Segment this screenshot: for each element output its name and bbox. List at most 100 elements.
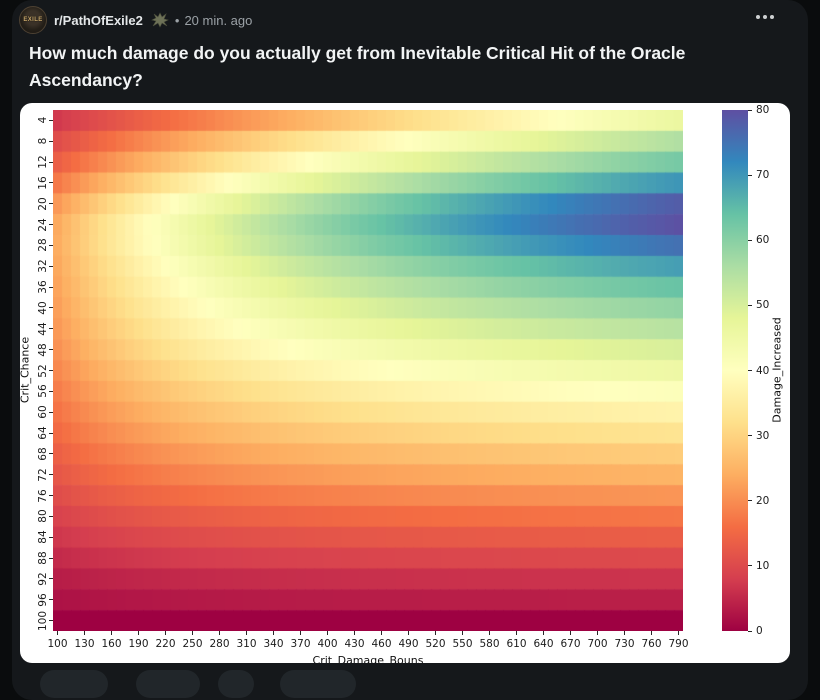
action-pill-vote[interactable] — [40, 670, 108, 698]
subreddit-avatar[interactable]: EXILE — [19, 6, 47, 34]
meta-separator: • — [174, 12, 180, 28]
x-tick-label: 580 — [479, 638, 500, 650]
y-tick — [49, 515, 53, 517]
x-tick — [300, 631, 301, 635]
x-tick-label: 400 — [317, 638, 338, 650]
y-tick-label: 24 — [37, 217, 49, 232]
x-tick-label: 790 — [668, 638, 689, 650]
colorbar-tick — [748, 239, 752, 241]
y-tick-label: 4 — [37, 117, 49, 124]
x-tick-label: 100 — [47, 638, 68, 650]
y-tick — [49, 453, 53, 455]
x-tick — [381, 631, 382, 635]
y-tick-label: 52 — [37, 363, 49, 378]
y-tick-label: 20 — [37, 197, 49, 211]
colorbar-tick-label: 0 — [756, 625, 763, 637]
y-tick-label: 88 — [37, 551, 49, 565]
y-tick — [49, 536, 53, 538]
y-tick-label: 56 — [37, 384, 49, 399]
y-tick — [49, 495, 53, 497]
y-tick-label: 48 — [37, 342, 49, 357]
x-tick-label: 460 — [371, 638, 392, 650]
colorbar-tick-label: 50 — [756, 299, 770, 312]
colorbar-tick — [748, 435, 752, 437]
colorbar — [722, 110, 748, 631]
x-tick-label: 640 — [533, 638, 554, 650]
colorbar-tick — [748, 500, 752, 502]
y-tick — [49, 244, 53, 246]
x-axis-label: Crit_Damage_Bouns — [312, 654, 424, 663]
x-tick-label: 700 — [587, 638, 608, 650]
action-pill-share[interactable] — [280, 670, 356, 698]
colorbar-tick — [748, 565, 752, 567]
y-tick — [49, 203, 53, 205]
x-tick — [219, 631, 220, 635]
x-tick — [138, 631, 139, 635]
overflow-menu-icon[interactable] — [756, 15, 774, 19]
heatmap-canvas — [53, 110, 683, 631]
x-tick-label: 220 — [155, 638, 176, 650]
post-title[interactable]: How much damage do you actually get from… — [29, 43, 686, 90]
x-tick — [570, 631, 571, 635]
x-tick-label: 610 — [506, 638, 527, 650]
y-tick — [49, 182, 53, 184]
y-tick-label: 16 — [37, 176, 49, 190]
x-tick — [597, 631, 598, 635]
colorbar-tick — [748, 109, 752, 111]
colorbar-tick-label: 40 — [756, 364, 770, 377]
colorbar-label: Damage_Increased — [770, 317, 784, 423]
y-tick — [49, 328, 53, 330]
x-tick — [651, 631, 652, 635]
y-tick-label: 32 — [37, 259, 49, 273]
x-tick — [57, 631, 58, 635]
y-tick-label: 8 — [37, 137, 49, 145]
y-tick-label: 12 — [37, 155, 49, 169]
y-tick — [49, 265, 53, 267]
x-tick — [84, 631, 85, 635]
post-header: EXILE r/PathOfExile2 • 20 min. ago — [19, 6, 252, 34]
y-tick — [49, 119, 53, 121]
y-tick — [49, 307, 53, 309]
y-tick-label: 76 — [37, 488, 49, 503]
colorbar-tick-label: 70 — [756, 169, 770, 182]
post-card: EXILE r/PathOfExile2 • 20 min. ago How mu… — [12, 0, 808, 700]
x-tick — [165, 631, 166, 635]
y-tick-label: 96 — [37, 593, 49, 607]
colorbar-tick-label: 60 — [756, 234, 770, 247]
x-tick — [273, 631, 274, 635]
post-flair-icon — [151, 12, 169, 28]
colorbar-tick — [748, 630, 752, 632]
x-tick-label: 340 — [263, 638, 284, 650]
x-tick — [111, 631, 112, 635]
y-tick — [49, 286, 53, 288]
x-tick-label: 280 — [209, 638, 230, 650]
x-tick — [516, 631, 517, 635]
y-tick — [49, 140, 53, 142]
y-tick — [49, 349, 53, 351]
y-tick-label: 36 — [37, 280, 49, 294]
post-timestamp: 20 min. ago — [184, 12, 253, 28]
action-pill-award[interactable] — [218, 670, 254, 698]
x-tick — [192, 631, 193, 635]
y-tick-label: 92 — [37, 572, 49, 586]
y-tick — [49, 224, 53, 226]
x-tick — [543, 631, 544, 635]
y-tick-label: 40 — [37, 301, 49, 315]
y-tick-label: 84 — [37, 530, 49, 544]
x-tick — [435, 631, 436, 635]
x-tick-label: 160 — [101, 638, 122, 650]
x-tick — [624, 631, 625, 635]
x-tick-label: 310 — [236, 638, 257, 650]
y-tick-label: 100 — [37, 610, 49, 631]
y-tick — [49, 599, 53, 601]
y-tick — [49, 557, 53, 559]
colorbar-tick — [748, 174, 752, 176]
x-tick-label: 730 — [614, 638, 635, 650]
x-tick-label: 190 — [128, 638, 149, 650]
y-tick — [49, 390, 53, 392]
x-tick-label: 430 — [344, 638, 365, 650]
x-tick-label: 670 — [560, 638, 581, 650]
chart-figure[interactable]: Crit_Damage_Bouns Crit_Chance Damage_Inc… — [20, 103, 790, 663]
subreddit-link[interactable]: r/PathOfExile2 — [54, 12, 143, 28]
action-pill-comments[interactable] — [136, 670, 200, 698]
